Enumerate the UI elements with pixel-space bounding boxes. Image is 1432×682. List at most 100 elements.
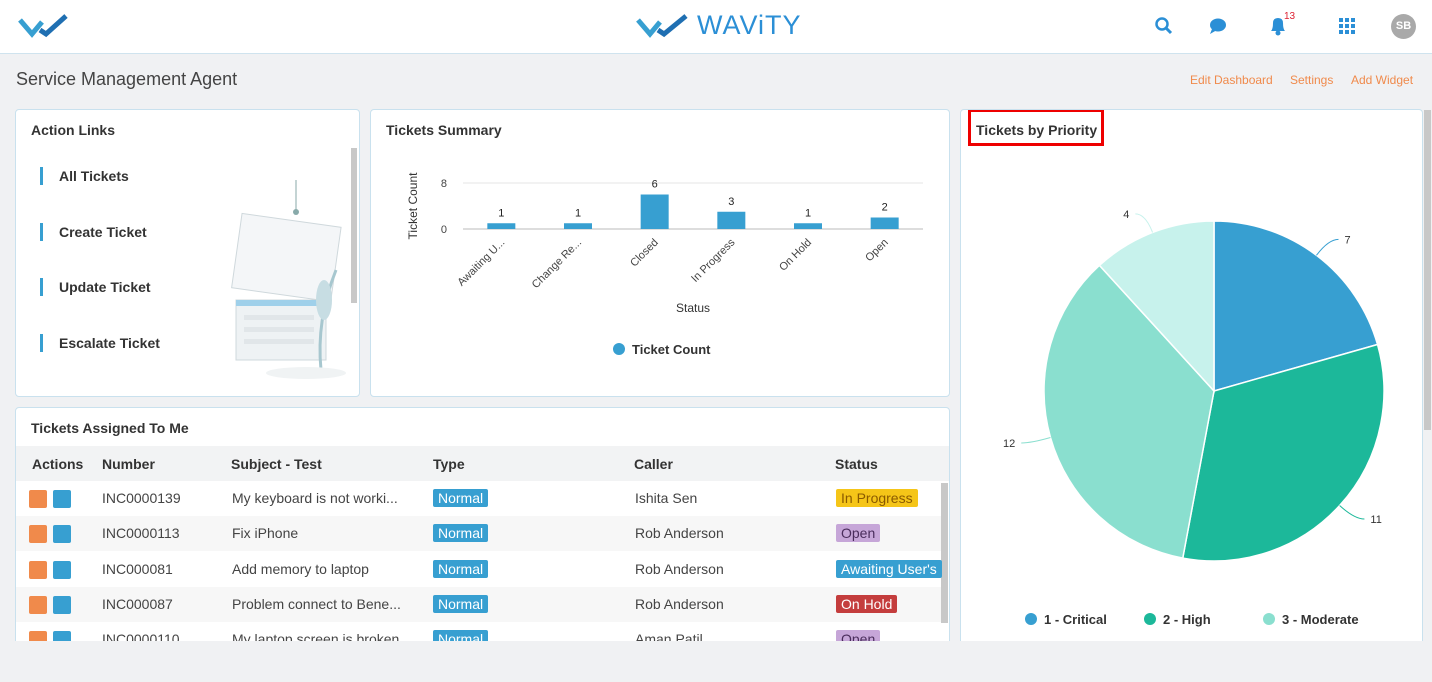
- cell-number: INC000081: [102, 560, 173, 577]
- page-title: Service Management Agent: [16, 69, 238, 89]
- leader-line: [1316, 238, 1339, 256]
- action-link[interactable]: Update Ticket: [40, 278, 151, 296]
- pie-chart: 7 11 12 4 1 - Critical 2 - High 3 - Moderate: [1003, 209, 1385, 627]
- action-link[interactable]: All Tickets: [40, 167, 129, 185]
- legend-marker: [1263, 613, 1275, 625]
- status-badge: Open: [836, 524, 881, 543]
- status-badge: In Progress: [836, 489, 918, 507]
- cell-number: INC0000113: [102, 525, 180, 542]
- view-button[interactable]: [53, 595, 71, 614]
- cell-caller: Rob Anderson: [635, 525, 724, 542]
- legend-marker: [1025, 613, 1037, 625]
- panel-title: Tickets Assigned To Me: [31, 420, 189, 436]
- edit-dashboard[interactable]: Edit Dashboard: [1190, 73, 1273, 87]
- bell-icon[interactable]: [1268, 15, 1288, 37]
- legend-label: 3 - Moderate: [1282, 612, 1359, 627]
- value-label: 1: [805, 207, 811, 219]
- brand: WAViTY: [697, 10, 802, 40]
- cell-number: INC0000139: [102, 490, 181, 506]
- footer-area: [0, 641, 1432, 682]
- add-widget[interactable]: Add Widget: [1351, 73, 1414, 87]
- search-icon[interactable]: [1154, 16, 1174, 36]
- column-header: Status: [835, 456, 878, 472]
- panel-title: Tickets by Priority: [976, 122, 1098, 138]
- table-header: [16, 446, 949, 481]
- legend-marker: [1144, 613, 1156, 625]
- value-label: 4: [1123, 209, 1129, 221]
- cell-caller: Rob Anderson: [635, 595, 724, 612]
- page-scrollbar[interactable]: [1424, 110, 1431, 430]
- x-tick-label: On Hold: [777, 237, 814, 274]
- cell-caller: Ishita Sen: [635, 490, 698, 506]
- legend-marker: [613, 343, 625, 355]
- avatar[interactable]: SB: [1391, 14, 1416, 39]
- illustration: [231, 180, 346, 379]
- column-header: Number: [102, 456, 155, 472]
- value-label: 11: [1370, 514, 1381, 526]
- cell-number: INC000087: [102, 595, 173, 612]
- x-tick-label: Change Re...: [530, 237, 584, 291]
- type-badge: Normal: [433, 489, 489, 507]
- legend-label: 1 - Critical: [1044, 612, 1107, 627]
- value-label: 2: [882, 202, 888, 214]
- x-tick-label: Closed: [628, 237, 661, 270]
- notification-count: 13: [1284, 11, 1296, 22]
- settings[interactable]: Settings: [1290, 73, 1334, 87]
- view-button[interactable]: [53, 525, 71, 544]
- cell-subject: Add memory to laptop: [232, 560, 369, 577]
- x-tick-label: Awaiting U...: [455, 237, 507, 289]
- bar: [487, 223, 516, 229]
- edit-button[interactable]: [29, 525, 47, 544]
- scrollbar[interactable]: [941, 483, 948, 623]
- bar: [870, 217, 899, 229]
- logo-mark: [18, 14, 68, 38]
- x-tick-label: Open: [863, 237, 891, 265]
- value-label: 6: [652, 179, 658, 191]
- scrollbar[interactable]: [351, 148, 357, 303]
- edit-button[interactable]: [29, 490, 47, 508]
- cell-caller: Rob Anderson: [635, 560, 724, 577]
- tickets-summary-panel: Tickets Summary 0 8 Ticket Count 1 Awaiting …: [370, 109, 950, 397]
- y-tick-label: 8: [441, 178, 447, 190]
- action-link[interactable]: Create Ticket: [40, 222, 147, 241]
- column-header: Caller: [634, 456, 673, 472]
- highlight-box: [968, 110, 1104, 146]
- bar: [564, 223, 592, 229]
- type-badge: Normal: [433, 559, 489, 578]
- edit-button[interactable]: [29, 560, 47, 579]
- value-label: 3: [728, 196, 734, 208]
- apps-icon[interactable]: [1339, 18, 1355, 34]
- panel-title: Tickets Summary: [386, 122, 502, 138]
- bar: [640, 194, 669, 229]
- view-button[interactable]: [53, 560, 71, 579]
- panel-title: Action Links: [31, 122, 116, 138]
- tickets-assigned-panel: Tickets Assigned To Me Actions Number Subj…: [15, 407, 950, 651]
- chat-icon[interactable]: [1208, 17, 1228, 35]
- x-axis-label: Status: [676, 301, 710, 315]
- cell-subject: Problem connect to Bene...: [232, 595, 401, 612]
- y-axis-label: Ticket Count: [406, 172, 420, 240]
- status-badge: Awaiting User's: [836, 559, 942, 578]
- action-link[interactable]: Escalate Ticket: [40, 333, 160, 352]
- bar-chart: 0 8 Ticket Count 1 Awaiting U... 1 Change Re..…: [406, 172, 923, 357]
- leader-line: [1135, 213, 1154, 233]
- value-label: 1: [498, 207, 504, 219]
- cell-subject: Fix iPhone: [232, 525, 299, 542]
- bar: [717, 211, 746, 229]
- edit-button[interactable]: [29, 595, 47, 614]
- view-button[interactable]: [53, 490, 71, 508]
- pie-slice: [1213, 220, 1379, 392]
- value-label: 12: [1003, 438, 1015, 450]
- header: WAViTY 13 SB: [0, 0, 1432, 54]
- type-badge: Normal: [433, 524, 489, 543]
- column-header: Actions: [32, 456, 84, 472]
- cell-subject: My keyboard is not worki...: [232, 490, 398, 506]
- value-label: 7: [1345, 234, 1351, 246]
- value-label: 1: [575, 207, 581, 219]
- pie-slice: [1181, 343, 1385, 562]
- y-tick-label: 0: [441, 224, 447, 236]
- leader-line: [1339, 505, 1365, 520]
- leader-line: [1021, 437, 1051, 444]
- bar: [794, 223, 822, 229]
